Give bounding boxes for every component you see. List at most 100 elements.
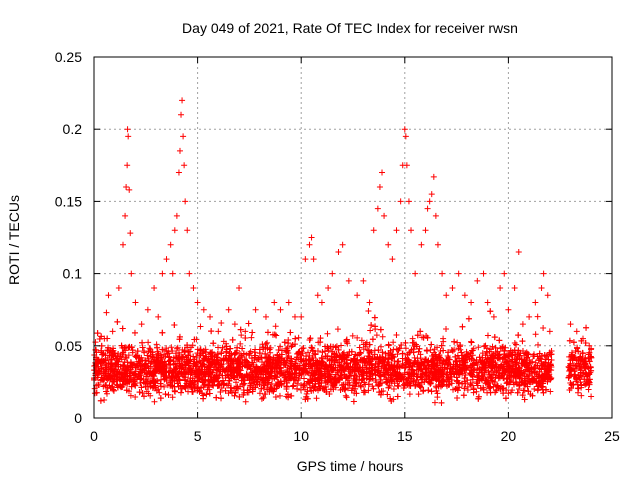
data-point	[210, 340, 217, 347]
data-point	[356, 344, 363, 351]
data-point	[117, 377, 124, 384]
data-point	[165, 391, 172, 398]
data-point	[237, 363, 244, 370]
data-point	[258, 395, 265, 402]
data-point	[268, 385, 275, 392]
data-point	[378, 343, 385, 350]
data-point	[454, 362, 461, 369]
data-point	[413, 343, 420, 350]
data-point	[513, 341, 520, 348]
data-point	[488, 358, 495, 365]
data-point	[448, 347, 455, 354]
data-point	[281, 357, 288, 364]
data-point	[246, 350, 253, 357]
data-point	[368, 348, 375, 355]
data-point	[318, 379, 325, 386]
data-point	[432, 351, 439, 358]
data-point	[431, 346, 438, 353]
data-point	[451, 338, 458, 345]
data-point	[341, 385, 348, 392]
data-point	[382, 365, 389, 372]
data-point	[169, 348, 176, 355]
data-point	[164, 351, 171, 358]
data-point	[521, 396, 528, 403]
data-point	[351, 356, 358, 363]
grid-layer	[94, 57, 612, 418]
data-point	[462, 372, 469, 379]
data-point	[103, 364, 110, 371]
data-point	[423, 347, 430, 354]
data-point	[446, 378, 453, 385]
data-point	[104, 347, 111, 354]
data-point	[431, 361, 438, 368]
data-point	[352, 360, 359, 367]
data-point	[467, 371, 474, 378]
data-point	[175, 355, 182, 362]
data-point	[108, 361, 115, 368]
data-point	[535, 356, 542, 363]
data-point	[402, 345, 409, 352]
data-point	[128, 369, 135, 376]
data-point	[530, 351, 537, 358]
data-point	[571, 354, 578, 361]
data-point	[195, 384, 202, 391]
data-point	[181, 374, 188, 381]
data-point	[248, 334, 255, 341]
data-point	[236, 371, 243, 378]
data-point	[262, 391, 269, 398]
data-point	[151, 373, 158, 380]
data-point	[277, 365, 284, 372]
data-point	[202, 382, 209, 389]
data-point	[102, 356, 109, 363]
data-point	[151, 398, 158, 405]
data-point	[290, 382, 297, 389]
data-point	[269, 331, 276, 338]
data-point	[221, 356, 228, 363]
data-point	[137, 368, 144, 375]
data-point	[501, 354, 508, 361]
data-point	[394, 376, 401, 383]
data-point	[237, 340, 244, 347]
data-point	[499, 344, 506, 351]
data-point	[539, 372, 546, 379]
data-point	[181, 348, 188, 355]
data-point	[438, 399, 445, 406]
data-point	[191, 385, 198, 392]
data-point	[227, 368, 234, 375]
data-point	[92, 359, 99, 366]
data-point	[318, 354, 325, 361]
data-point	[175, 349, 182, 356]
data-point	[318, 362, 325, 369]
data-point	[238, 332, 245, 339]
data-point	[502, 395, 509, 402]
data-point	[271, 375, 278, 382]
data-point	[156, 368, 163, 375]
data-point	[583, 373, 590, 380]
data-point	[213, 373, 220, 380]
data-point	[574, 381, 581, 388]
data-point	[373, 332, 380, 339]
data-point	[257, 370, 264, 377]
data-point	[448, 371, 455, 378]
data-point	[134, 363, 141, 370]
data-point	[304, 395, 311, 402]
data-point	[105, 344, 112, 351]
data-point	[338, 368, 345, 375]
data-point	[305, 349, 312, 356]
data-point	[312, 351, 319, 358]
data-point	[291, 373, 298, 380]
data-point	[207, 369, 214, 376]
data-point	[402, 355, 409, 362]
data-point	[262, 350, 269, 357]
data-point	[115, 358, 122, 365]
data-point	[425, 378, 432, 385]
data-point	[183, 354, 190, 361]
data-point	[260, 394, 267, 401]
data-point	[367, 327, 374, 334]
data-point	[312, 360, 319, 367]
data-point	[239, 345, 246, 352]
data-point	[226, 352, 233, 359]
data-point	[284, 354, 291, 361]
data-point	[209, 378, 216, 385]
data-point	[138, 384, 145, 391]
